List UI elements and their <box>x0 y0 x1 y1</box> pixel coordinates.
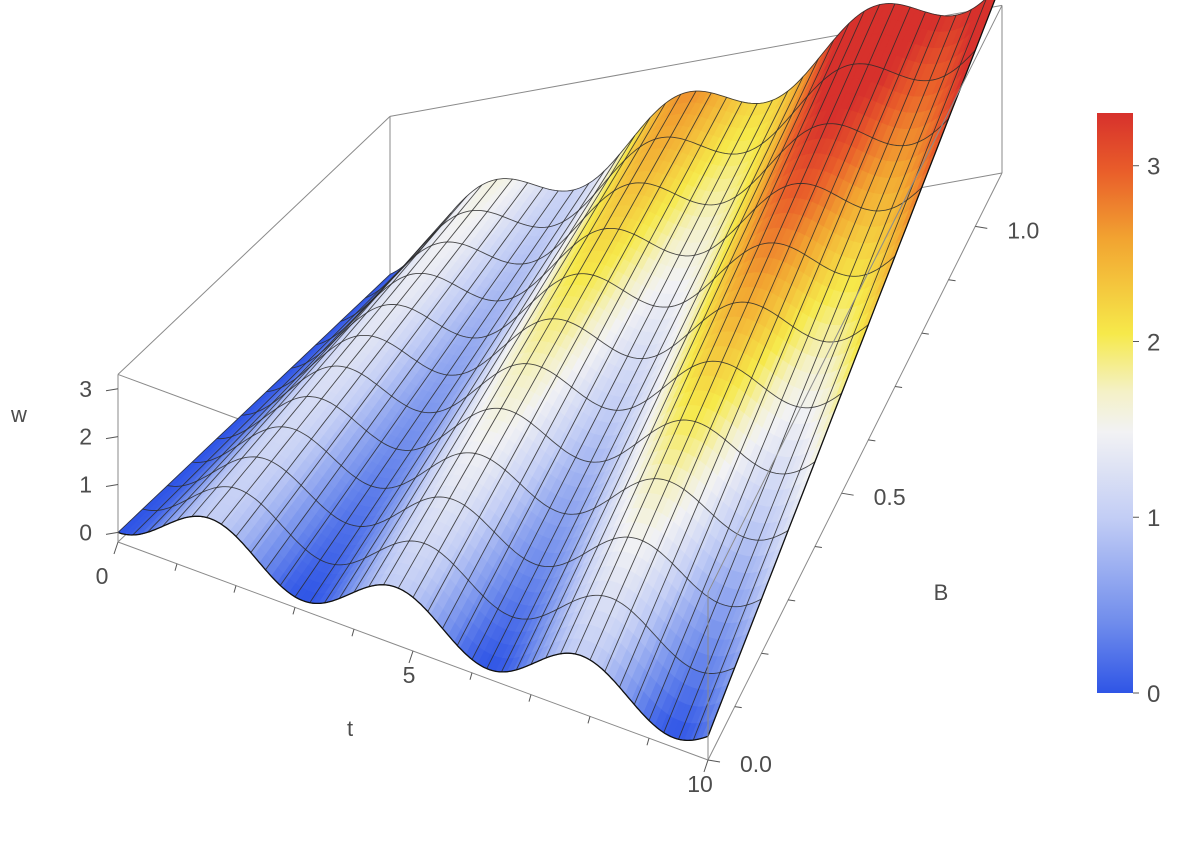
b-axis-label: B <box>934 580 949 605</box>
b-axis-tick <box>707 759 721 763</box>
colorbar-tick-label: 2 <box>1147 329 1160 356</box>
b-axis-minor-tick <box>868 439 876 442</box>
b-axis-minor-tick <box>948 279 956 282</box>
b-axis-minor-tick <box>761 652 769 655</box>
b-axis-minor-tick <box>734 706 742 709</box>
b-axis-minor-tick <box>814 546 822 549</box>
t-axis-minor-tick <box>174 563 178 571</box>
t-axis-minor-tick <box>292 607 296 615</box>
box-edge <box>117 116 391 375</box>
b-axis-minor-tick <box>921 332 929 335</box>
colorbar-tick-label: 1 <box>1147 505 1160 532</box>
b-axis-tick <box>975 225 988 229</box>
w-axis-tick-label: 2 <box>79 424 92 450</box>
t-axis-tick-label: 0 <box>96 563 109 589</box>
t-axis-minor-tick <box>351 629 355 637</box>
colorbar-tick-label: 3 <box>1147 154 1160 181</box>
b-axis-tick <box>841 492 854 496</box>
w-axis-tick <box>105 484 119 488</box>
t-axis-minor-tick <box>646 738 650 746</box>
w-axis-tick-label: 3 <box>79 376 92 402</box>
b-axis-minor-tick <box>895 385 903 388</box>
w-axis-tick <box>105 388 119 392</box>
t-axis-minor-tick <box>233 585 237 593</box>
colorbar-legend: 0 1 2 3 <box>1097 113 1160 708</box>
w-axis-label: w <box>10 402 27 427</box>
colorbar-gradient <box>1097 113 1133 693</box>
b-axis-tick-label: 0.0 <box>740 751 772 777</box>
t-axis-label: t <box>347 716 353 741</box>
b-axis-tick-label: 0.5 <box>874 484 906 510</box>
t-axis-tick <box>113 541 119 555</box>
t-axis-tick-label: 5 <box>403 662 416 688</box>
t-axis-minor-tick <box>469 672 473 680</box>
surface-mesh <box>117 0 996 742</box>
t-axis-minor-tick <box>587 716 591 724</box>
w-axis-tick-label: 1 <box>79 472 92 498</box>
b-axis-tick-label: 1.0 <box>1007 217 1039 243</box>
b-axis-minor-tick <box>788 599 796 602</box>
colorbar-tick-label: 0 <box>1147 681 1160 708</box>
t-axis-minor-tick <box>528 694 532 702</box>
w-axis-tick <box>105 436 119 440</box>
w-axis-tick <box>105 531 119 535</box>
t-axis-tick-label: 10 <box>687 771 713 797</box>
w-axis-tick-label: 0 <box>79 519 92 545</box>
